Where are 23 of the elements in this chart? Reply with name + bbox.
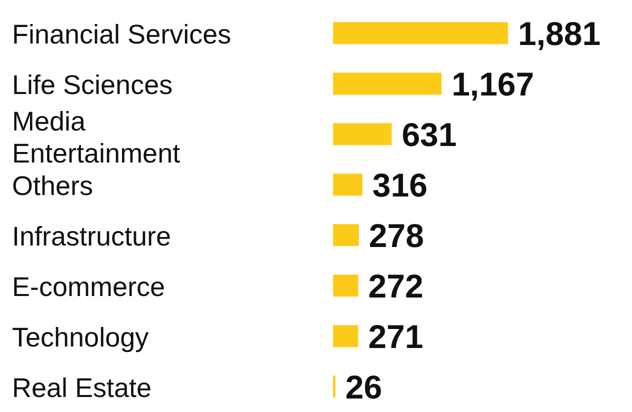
bar [333, 123, 392, 146]
bar [333, 274, 358, 297]
data-label: 272 [368, 267, 424, 304]
y-tick-label: Media Entertainment [12, 106, 181, 168]
y-tick-label: Technology [12, 322, 150, 352]
data-label: 26 [345, 368, 382, 406]
y-tick-label: Financial Services [12, 19, 232, 50]
y-tick-label: Real Estate [12, 372, 152, 403]
data-label: 1,167 [452, 65, 534, 102]
y-tick-label: E-commerce [12, 272, 166, 302]
y-tick-label: Others [12, 170, 94, 201]
y-tick-label: Infrastructure [12, 221, 172, 252]
data-label: 316 [372, 166, 428, 204]
data-label: 631 [402, 116, 457, 153]
y-tick-label: Life Sciences [12, 70, 173, 100]
data-label: 1,881 [518, 14, 601, 52]
bar [333, 174, 362, 196]
data-label: 271 [368, 318, 424, 355]
bar [333, 325, 358, 348]
data-label: 278 [368, 216, 424, 254]
bar [333, 22, 508, 44]
bar [333, 72, 442, 95]
bar [333, 224, 359, 246]
